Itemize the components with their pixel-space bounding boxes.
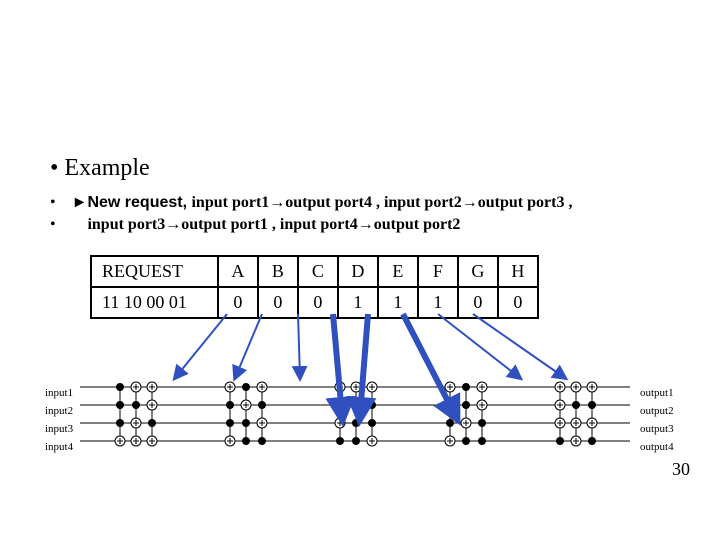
output-label: output4	[640, 438, 674, 456]
cell: 0	[258, 287, 298, 318]
cell: 0	[218, 287, 258, 318]
cell: E	[378, 256, 418, 287]
input-label: input1	[45, 384, 73, 402]
svg-text:4: 4	[463, 375, 469, 376]
switch-network: 1 2 3 4 5	[80, 375, 640, 455]
cell: 1	[418, 287, 458, 318]
cell: D	[338, 256, 378, 287]
request-text: ►New request, input port1→output port4 ,…	[50, 192, 572, 235]
output-label: output3	[640, 420, 674, 438]
cell: 11 10 00 01	[91, 287, 218, 318]
cell: 0	[458, 287, 498, 318]
req-line-2: input port3→output port1 , input port4→o…	[87, 216, 460, 233]
svg-text:1: 1	[133, 375, 139, 376]
table-row: 11 10 00 01 0 0 0 1 1 1 0 0	[91, 287, 538, 318]
request-table: REQUEST A B C D E F G H 11 10 00 01 0 0 …	[90, 255, 539, 319]
cell: REQUEST	[91, 256, 218, 287]
output-label: output2	[640, 402, 674, 420]
cell: 1	[338, 287, 378, 318]
cell: A	[218, 256, 258, 287]
cell: H	[498, 256, 538, 287]
input-label: input3	[45, 420, 73, 438]
input-label: input2	[45, 402, 73, 420]
page-number: 30	[672, 459, 690, 480]
cell: C	[298, 256, 338, 287]
table-row: REQUEST A B C D E F G H	[91, 256, 538, 287]
cell: 0	[298, 287, 338, 318]
output-labels: output1 output2 output3 output4	[640, 384, 674, 456]
svg-text:5: 5	[573, 375, 579, 376]
output-label: output1	[640, 384, 674, 402]
title: Example	[50, 155, 572, 182]
cell: F	[418, 256, 458, 287]
input-label: input4	[45, 438, 73, 456]
req-line-1: input port1→output port4 , input port2→o…	[191, 194, 572, 211]
cell: 0	[498, 287, 538, 318]
tri-prefix: ►New request,	[72, 194, 192, 211]
cell: G	[458, 256, 498, 287]
svg-text:3: 3	[353, 375, 359, 376]
cell: 1	[378, 287, 418, 318]
input-labels: input1 input2 input3 input4	[45, 384, 73, 456]
svg-text:2: 2	[243, 375, 249, 376]
cell: B	[258, 256, 298, 287]
